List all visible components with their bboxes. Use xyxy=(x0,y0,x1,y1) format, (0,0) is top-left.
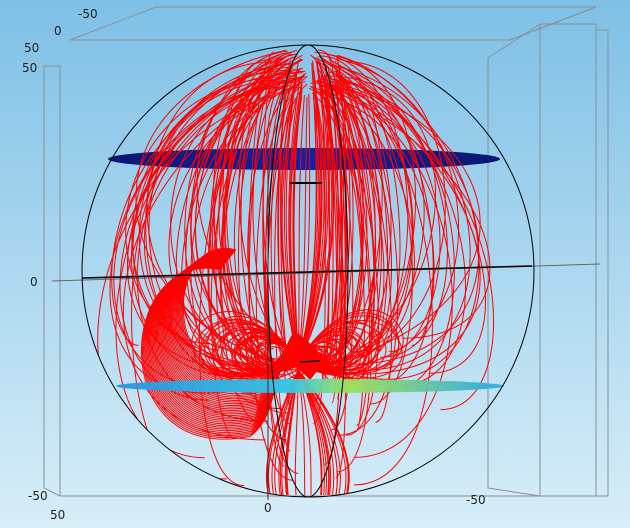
tick-left-0: 0 xyxy=(30,275,38,289)
field-line xyxy=(335,79,373,473)
field-line xyxy=(223,54,289,369)
field-line xyxy=(322,89,415,348)
field-line xyxy=(325,82,481,375)
field-line xyxy=(141,267,311,440)
field-line xyxy=(234,337,299,374)
field-line xyxy=(319,83,365,432)
field-line xyxy=(331,86,392,358)
field-line xyxy=(125,76,286,367)
field-line xyxy=(297,97,308,363)
tick-top-0: 0 xyxy=(54,24,62,38)
tick-bottom-50: 50 xyxy=(50,508,65,522)
tick-top-50: 50 xyxy=(24,41,39,55)
field-line xyxy=(297,61,329,363)
field-line xyxy=(135,49,290,369)
lower-plane-disk xyxy=(116,379,504,393)
field-line xyxy=(237,58,303,441)
field-line xyxy=(316,55,381,368)
field-line xyxy=(111,54,290,346)
tick-bottom-0: 0 xyxy=(264,501,272,515)
sphere-outline xyxy=(81,44,535,500)
field-line xyxy=(281,97,299,363)
field-line xyxy=(236,330,299,370)
field-line xyxy=(297,68,318,363)
tick-left-50: 50 xyxy=(22,61,37,75)
field-line xyxy=(262,83,292,425)
field-line xyxy=(333,70,399,436)
center-marker-lower xyxy=(299,360,321,363)
field-line xyxy=(297,93,311,363)
axis-ticks: -50 0 50 50 0 -50 50 0 -50 xyxy=(22,7,486,522)
tick-top-neg50: -50 xyxy=(78,7,98,21)
field-line xyxy=(297,76,335,363)
field-line xyxy=(283,68,299,363)
field-line xyxy=(297,61,327,363)
field-line xyxy=(337,60,446,363)
field-line xyxy=(289,90,301,363)
field-line xyxy=(297,70,322,363)
field-line xyxy=(330,80,392,423)
equator-line xyxy=(81,265,533,279)
bounding-box xyxy=(43,6,609,497)
field-line xyxy=(297,95,305,363)
field-line xyxy=(297,319,403,379)
field-line xyxy=(322,84,413,363)
field-line xyxy=(328,71,495,411)
tick-left-neg50: -50 xyxy=(28,489,48,503)
field-line xyxy=(148,63,301,372)
field-line xyxy=(311,92,371,426)
field-line xyxy=(198,57,292,487)
field-line xyxy=(322,54,417,368)
field-line xyxy=(317,62,351,366)
field-line xyxy=(318,78,481,368)
tick-bottom-neg50: -50 xyxy=(466,493,486,507)
field-line xyxy=(328,85,453,458)
field-line xyxy=(297,334,370,376)
field-line xyxy=(293,90,303,363)
field-line xyxy=(297,90,325,363)
field-line xyxy=(316,60,385,353)
field-line xyxy=(113,81,286,388)
field-line xyxy=(285,60,300,363)
field-line xyxy=(297,83,333,363)
